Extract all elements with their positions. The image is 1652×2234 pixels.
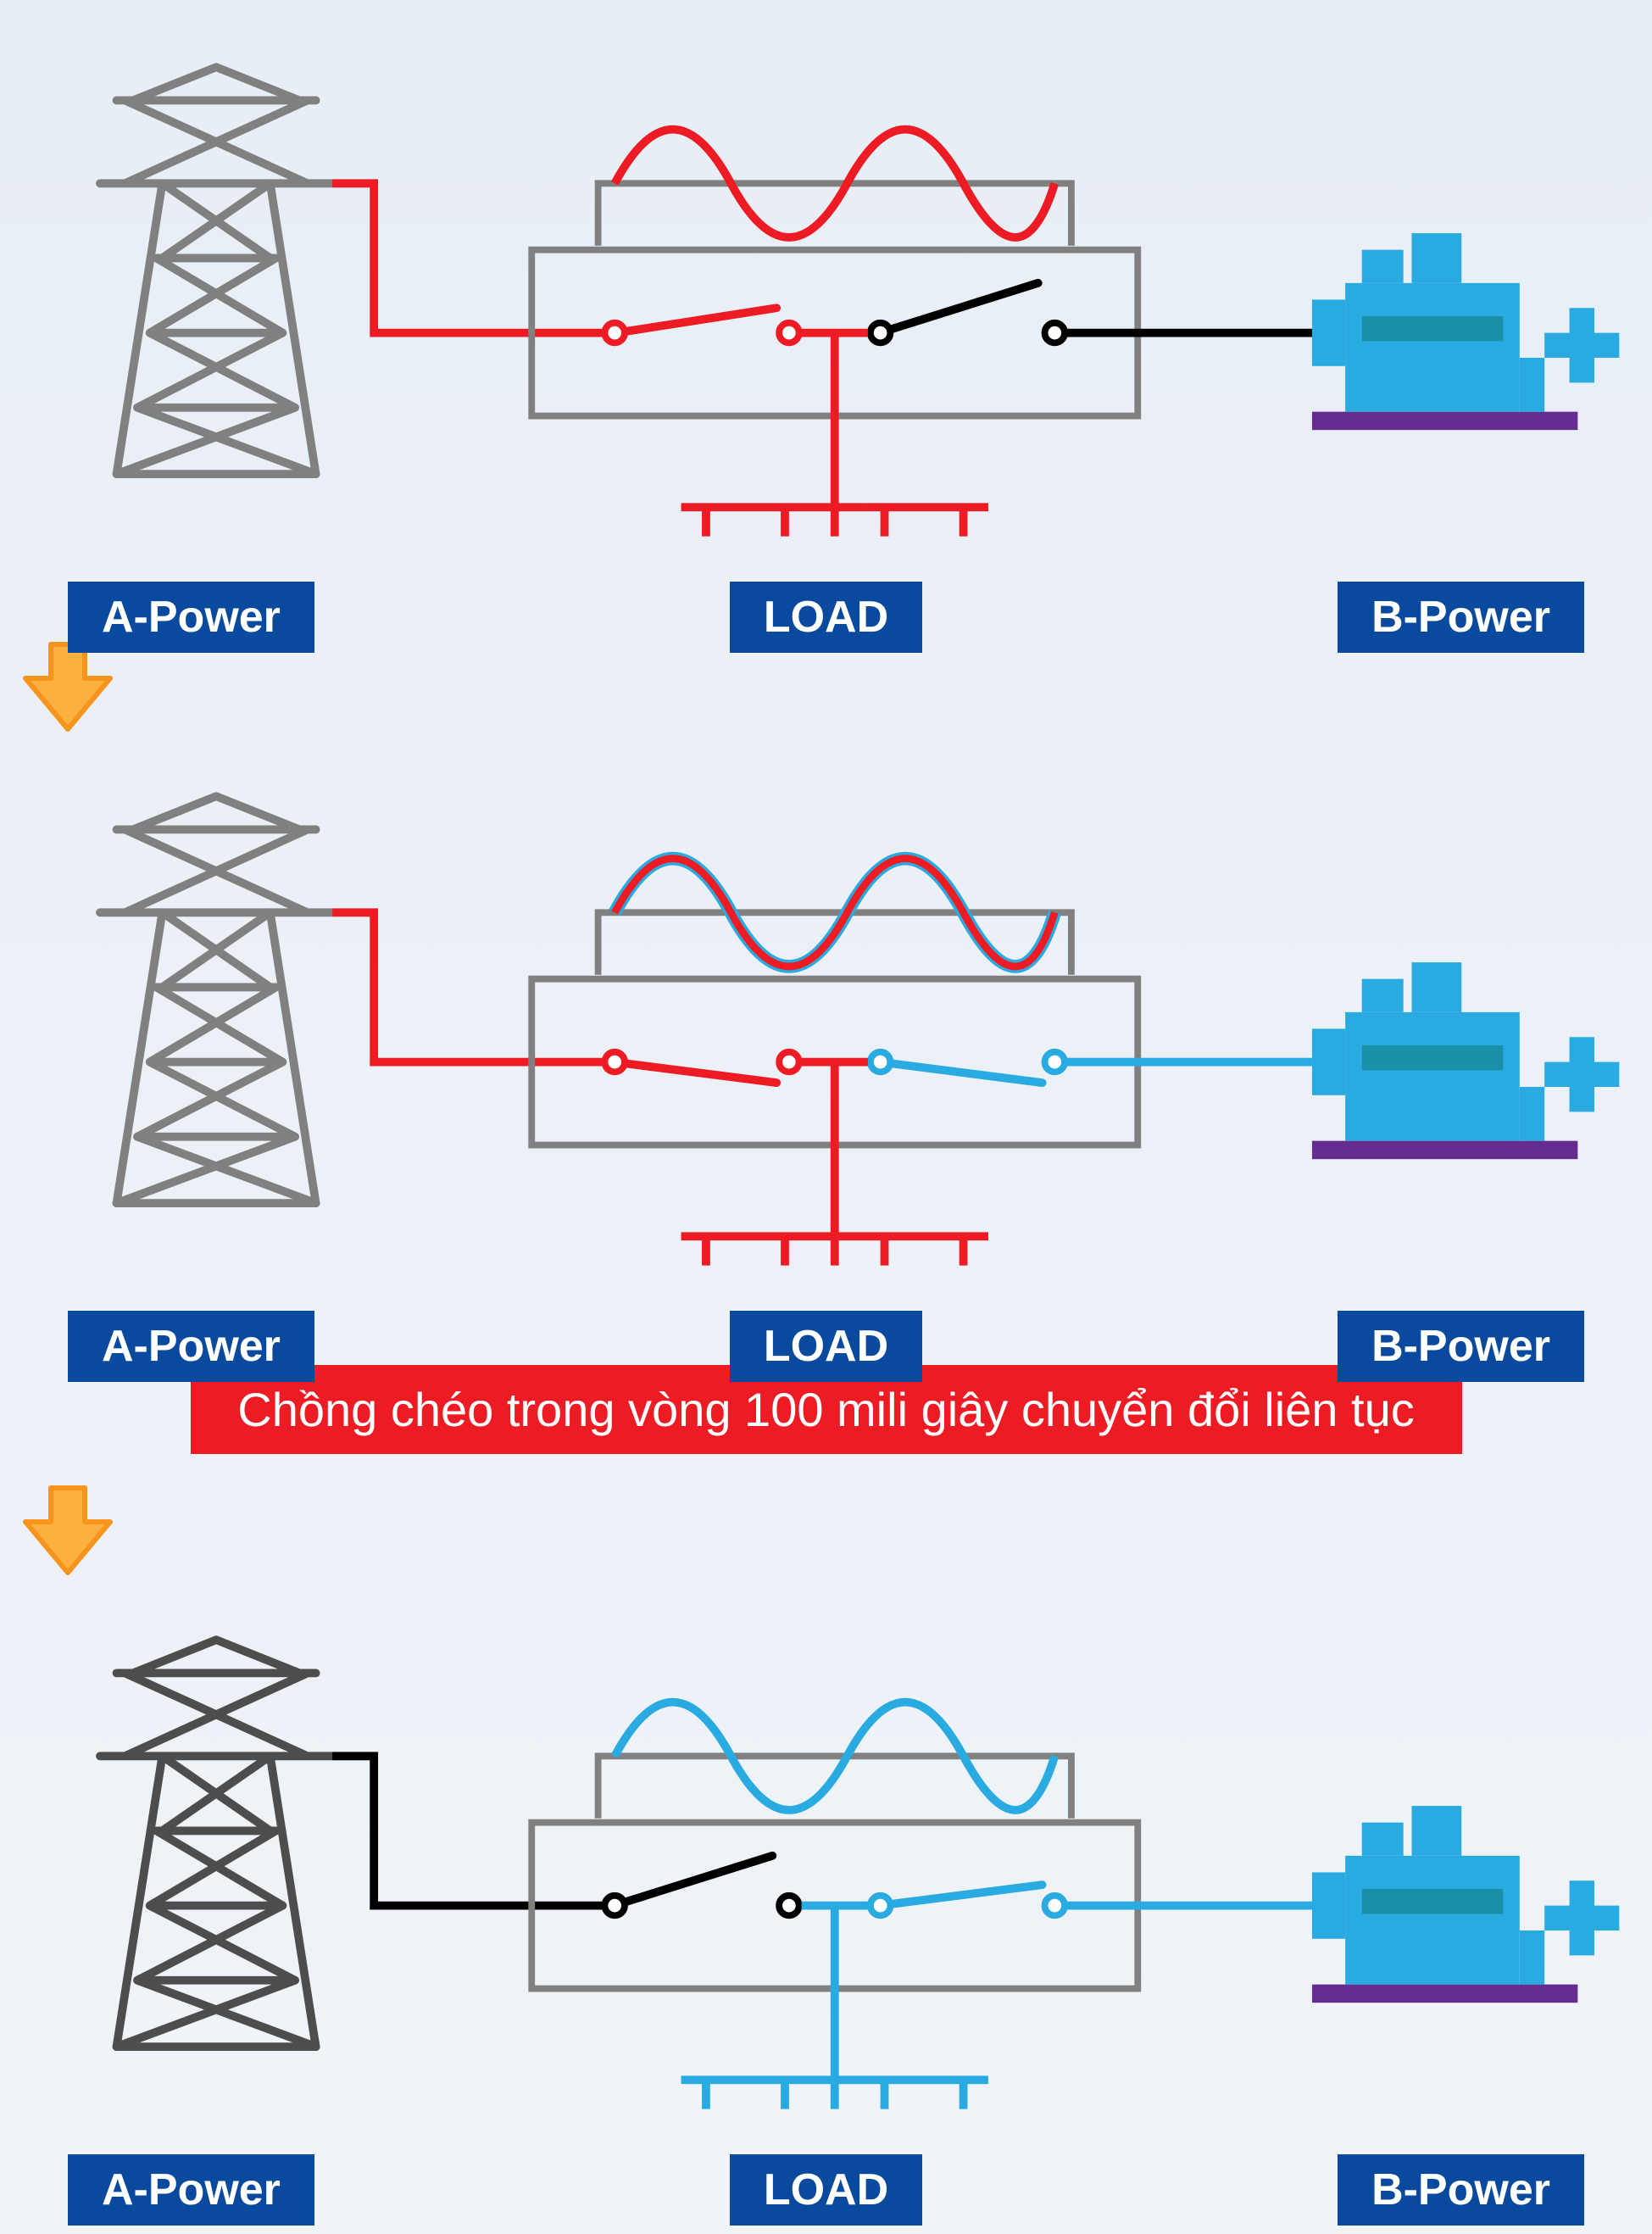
- load-label: LOAD: [730, 1311, 922, 1382]
- load-label: LOAD: [730, 2154, 922, 2226]
- switch-left: [604, 308, 798, 343]
- stage-3-svg: [17, 1607, 1635, 2171]
- transmission-tower-icon: [100, 1640, 332, 2047]
- apower-label: A-Power: [68, 2154, 314, 2226]
- stage-1-svg: [17, 34, 1635, 599]
- switch-right: [870, 1052, 1065, 1083]
- transmission-tower-icon: [100, 67, 332, 474]
- stage-1: A-Power LOAD B-Power: [17, 34, 1635, 610]
- stage-2: A-Power LOAD B-Power: [17, 763, 1635, 1340]
- generator-icon: [1312, 962, 1619, 1159]
- apower-label: A-Power: [68, 1311, 314, 1382]
- switch-right: [870, 1885, 1065, 1915]
- switch-left: [604, 1052, 798, 1083]
- generator-icon: [1312, 233, 1619, 430]
- bpower-label: B-Power: [1338, 582, 1584, 653]
- down-arrow-icon: [17, 1479, 119, 1581]
- diagram-container: A-Power LOAD B-Power: [17, 34, 1635, 2183]
- generator-icon: [1312, 1806, 1619, 2003]
- load-rake: [681, 1236, 988, 1265]
- left-wire: [332, 183, 602, 332]
- bpower-label: B-Power: [1338, 2154, 1584, 2226]
- load-label: LOAD: [730, 582, 922, 653]
- stage-3: A-Power LOAD B-Power: [17, 1607, 1635, 2183]
- arrow-2: [17, 1479, 1635, 1581]
- left-wire: [332, 1756, 602, 1905]
- load-rake: [681, 2080, 988, 2109]
- switch-right: [870, 283, 1065, 343]
- load-rake: [681, 507, 988, 536]
- stage-1-labels: A-Power LOAD B-Power: [17, 582, 1635, 653]
- stage-3-labels: A-Power LOAD B-Power: [17, 2154, 1635, 2226]
- switch-left: [604, 1856, 798, 1916]
- stage-2-svg: [17, 763, 1635, 1328]
- transmission-tower-icon: [100, 796, 332, 1203]
- left-wire: [332, 912, 602, 1061]
- stage-2-labels: A-Power LOAD B-Power: [17, 1311, 1635, 1382]
- bpower-label: B-Power: [1338, 1311, 1584, 1382]
- apower-label: A-Power: [68, 582, 314, 653]
